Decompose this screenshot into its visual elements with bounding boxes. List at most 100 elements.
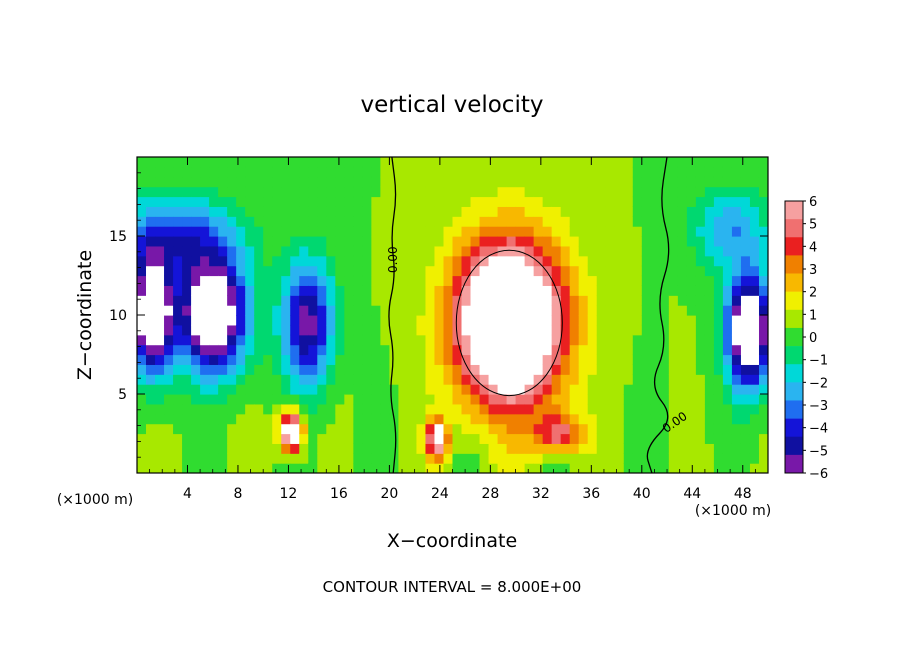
heatmap-cell (632, 166, 643, 178)
heatmap-cell (479, 344, 490, 356)
x-tick-label: 48 (734, 486, 752, 502)
heatmap-cell (722, 186, 733, 198)
heatmap-cell (551, 344, 562, 356)
heatmap-cell (398, 275, 409, 286)
heatmap-cell (695, 463, 706, 473)
heatmap-cell (479, 364, 490, 375)
heatmap-cell (596, 344, 607, 356)
heatmap-cell (344, 245, 354, 257)
heatmap-cell (272, 275, 282, 286)
heatmap-cell (425, 265, 436, 277)
heatmap-cell (281, 453, 291, 464)
heatmap-cell (659, 413, 670, 425)
heatmap-cell (695, 374, 706, 385)
heatmap-cell (569, 157, 580, 168)
heatmap-cell (704, 196, 715, 207)
heatmap-cell (551, 394, 562, 405)
heatmap-cell (749, 433, 760, 444)
heatmap-cell (146, 255, 156, 267)
x-tick-label: 8 (233, 486, 242, 502)
heatmap-cell (443, 453, 454, 464)
heatmap-cell (335, 176, 345, 188)
heatmap-cell (668, 354, 679, 365)
heatmap-cell (299, 206, 309, 217)
heatmap-cell (542, 157, 553, 168)
heatmap-cell (551, 176, 562, 188)
heatmap-cell (407, 403, 418, 415)
heatmap-cell (497, 453, 508, 464)
heatmap-cell (245, 324, 255, 336)
heatmap-cell (731, 463, 742, 473)
heatmap-cell (596, 255, 607, 267)
heatmap-cell (533, 295, 544, 306)
heatmap-cell (407, 344, 418, 356)
heatmap-cell (749, 394, 760, 405)
heatmap-cell (434, 463, 445, 473)
heatmap-cell (137, 344, 147, 356)
heatmap-cell (731, 295, 742, 306)
heatmap-cell (263, 443, 273, 454)
heatmap-cell (632, 275, 643, 286)
heatmap-cell (704, 374, 715, 385)
heatmap-cell (713, 157, 724, 168)
heatmap-cell (380, 423, 390, 435)
heatmap-cell (281, 285, 291, 296)
heatmap-cell (209, 255, 219, 267)
heatmap-cell (380, 443, 390, 454)
heatmap-cell (425, 176, 436, 188)
heatmap-cell (380, 354, 390, 365)
heatmap-cell (479, 255, 490, 267)
heatmap-cell (362, 305, 372, 316)
heatmap-cell (263, 236, 273, 247)
heatmap-cell (569, 334, 580, 346)
heatmap-cell (542, 374, 553, 385)
heatmap-cell (173, 186, 183, 198)
heatmap-cell (146, 354, 156, 365)
heatmap-cell (137, 206, 147, 217)
heatmap-cell (578, 206, 589, 217)
heatmap-cell (695, 206, 706, 217)
heatmap-cell (227, 226, 237, 237)
heatmap-cell (587, 403, 598, 415)
heatmap-cell (182, 186, 192, 198)
heatmap-cell (506, 423, 517, 435)
heatmap-cell (326, 305, 336, 316)
heatmap-cell (551, 403, 562, 415)
heatmap-cell (209, 305, 219, 316)
heatmap-cell (272, 157, 282, 168)
heatmap-cell (605, 166, 616, 178)
heatmap-cell (362, 216, 372, 227)
heatmap-cell (704, 265, 715, 277)
heatmap-cell (407, 453, 418, 464)
heatmap-cell (542, 344, 553, 356)
heatmap-cell (416, 394, 427, 405)
heatmap-cell (614, 453, 625, 464)
heatmap-cell (587, 176, 598, 188)
heatmap-cell (326, 285, 336, 296)
heatmap-cell (137, 354, 147, 365)
heatmap-cell (587, 394, 598, 405)
heatmap-cell (722, 443, 733, 454)
heatmap-cell (173, 176, 183, 188)
colorbar-label: −3 (809, 399, 828, 414)
heatmap-cell (245, 374, 255, 385)
heatmap-cell (317, 344, 327, 356)
heatmap-cell (515, 354, 526, 365)
heatmap-cell (569, 285, 580, 296)
heatmap-cell (641, 364, 652, 375)
heatmap-cell (461, 265, 472, 277)
heatmap-cell (299, 344, 309, 356)
heatmap-cell (290, 374, 300, 385)
heatmap-cell (668, 275, 679, 286)
heatmap-cell (731, 206, 742, 217)
heatmap-cell (299, 166, 309, 178)
heatmap-cell (434, 364, 445, 375)
heatmap-cell (569, 394, 580, 405)
heatmap-cell (569, 295, 580, 306)
colorbar-swatch (785, 273, 803, 292)
heatmap-cell (299, 196, 309, 207)
heatmap-cell (488, 196, 499, 207)
heatmap-cell (155, 176, 165, 188)
heatmap-cell (497, 305, 508, 316)
heatmap-cell (182, 324, 192, 336)
